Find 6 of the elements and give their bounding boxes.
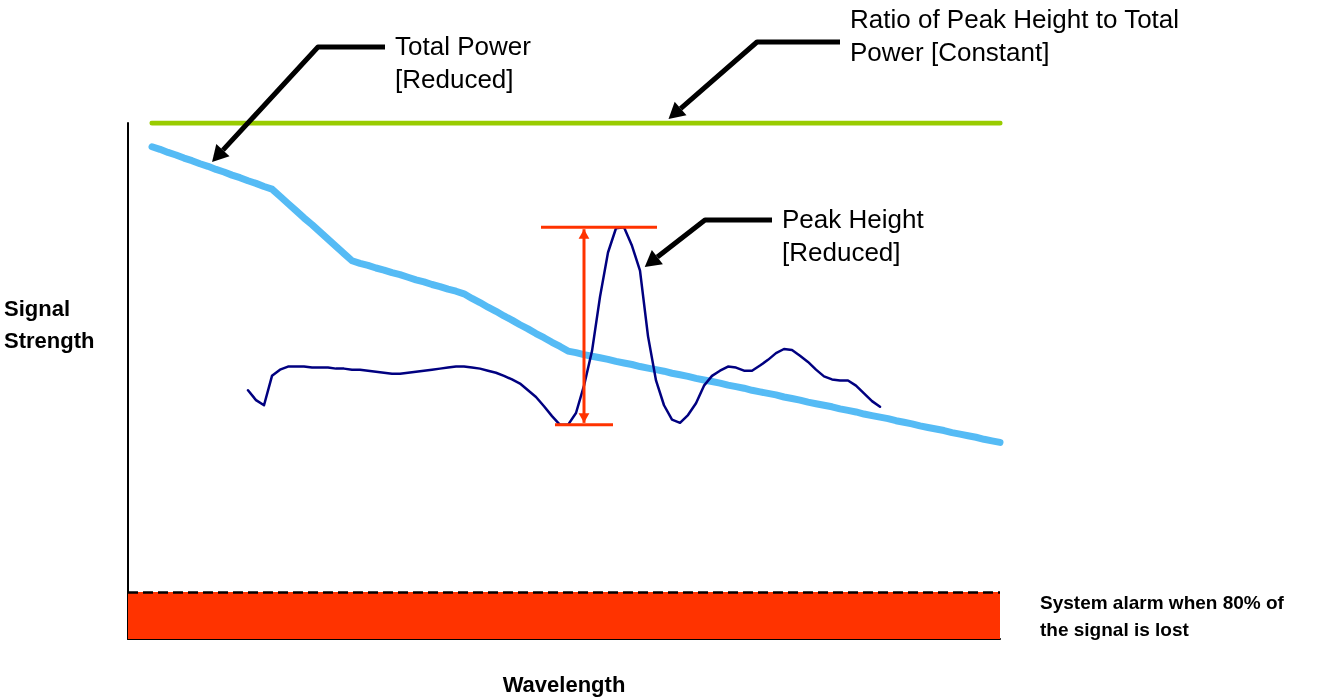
text: Total Power [Reduced]: [395, 30, 532, 96]
x-axis-title: Wavelength: [502, 671, 626, 697]
text: Ratio of Peak Height to Total Power [Constant]: [850, 3, 1180, 69]
band-label: System alarm when 80% of the signal is lost: [1040, 591, 1290, 640]
y-axis-title: Signal Strength: [4, 295, 96, 355]
annotation: Peak Height [Reduced]: [782, 203, 925, 269]
